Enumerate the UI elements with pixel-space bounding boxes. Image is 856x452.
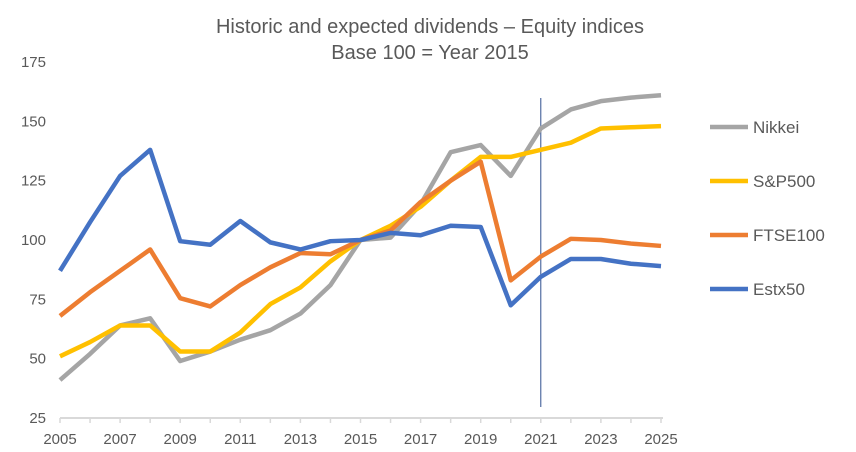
- y-tick-label: 100: [21, 232, 46, 249]
- x-tick-label: 2015: [344, 431, 377, 448]
- x-tick-label: 2005: [43, 431, 76, 448]
- chart-subtitle: Base 100 = Year 2015: [331, 42, 529, 64]
- legend-label: FTSE100: [753, 226, 825, 245]
- legend-label: S&P500: [753, 172, 815, 191]
- y-tick-label: 75: [29, 291, 46, 308]
- x-tick-label: 2021: [524, 431, 557, 448]
- y-tick-label: 175: [21, 54, 46, 71]
- legend-label: Nikkei: [753, 118, 799, 137]
- chart-title: Historic and expected dividends – Equity…: [215, 16, 645, 38]
- legend-label: Estx50: [753, 280, 805, 299]
- x-tick-label: 2013: [284, 431, 317, 448]
- y-tick-label: 50: [29, 351, 46, 368]
- y-tick-label: 150: [21, 113, 46, 130]
- y-tick-label: 25: [29, 410, 46, 427]
- x-tick-label: 2009: [164, 431, 197, 448]
- x-tick-label: 2017: [404, 431, 437, 448]
- x-tick-label: 2011: [224, 431, 256, 448]
- x-tick-label: 2025: [644, 431, 677, 448]
- series-line-estx50: [58, 147, 662, 308]
- x-tick-label: 2023: [584, 431, 617, 448]
- x-tick-label: 2007: [103, 431, 136, 448]
- y-tick-label: 125: [21, 173, 46, 190]
- x-tick-label: 2019: [464, 431, 497, 448]
